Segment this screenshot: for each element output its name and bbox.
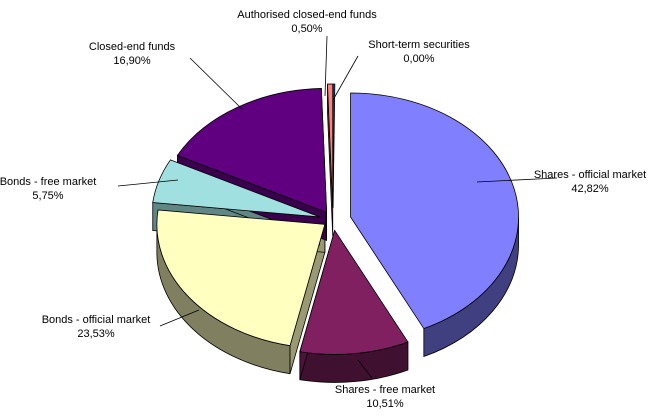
slice-value-4: 16,90% xyxy=(113,55,151,67)
slice-bonds-free-market xyxy=(152,159,320,218)
slice-label-5: Authorised closed-end funds xyxy=(237,9,377,21)
slice-shares-official-market xyxy=(350,92,519,330)
pie-slices xyxy=(152,83,519,355)
slice-value-6: 0,00% xyxy=(403,53,434,65)
leader-line-0 xyxy=(476,177,558,183)
leader-line-3 xyxy=(117,179,179,187)
slice-short-term-securities xyxy=(332,83,336,209)
leader-lines xyxy=(117,35,558,379)
slice-value-3: 5,75% xyxy=(32,190,63,202)
slice-label-2: Bonds - official market xyxy=(42,314,151,326)
leader-line-1 xyxy=(357,359,373,379)
slice-labels: Shares - official market 42,82% Shares - f… xyxy=(0,9,646,410)
slice-label-0: Shares - official market xyxy=(534,169,646,181)
slice-value-5: 0,50% xyxy=(291,23,322,35)
leader-line-2 xyxy=(159,309,200,327)
leader-line-5 xyxy=(324,35,328,97)
slice-value-1: 10,51% xyxy=(366,398,404,410)
slice-shares-free-market xyxy=(299,229,409,355)
slice-closed-end-funds xyxy=(176,88,328,213)
leader-line-6 xyxy=(332,55,359,101)
leader-line-4 xyxy=(189,57,244,111)
slice-bonds-official-market xyxy=(156,209,326,347)
slice-label-1: Shares - free market xyxy=(335,384,435,396)
slice-authorised-closed-end-funds xyxy=(327,83,334,209)
slice-label-3: Bonds - free market xyxy=(0,176,96,188)
slice-label-6: Short-term securities xyxy=(368,39,470,51)
slice-value-2: 23,53% xyxy=(77,328,115,340)
slice-value-0: 42,82% xyxy=(571,183,609,195)
slice-label-4: Closed-end funds xyxy=(89,41,176,53)
